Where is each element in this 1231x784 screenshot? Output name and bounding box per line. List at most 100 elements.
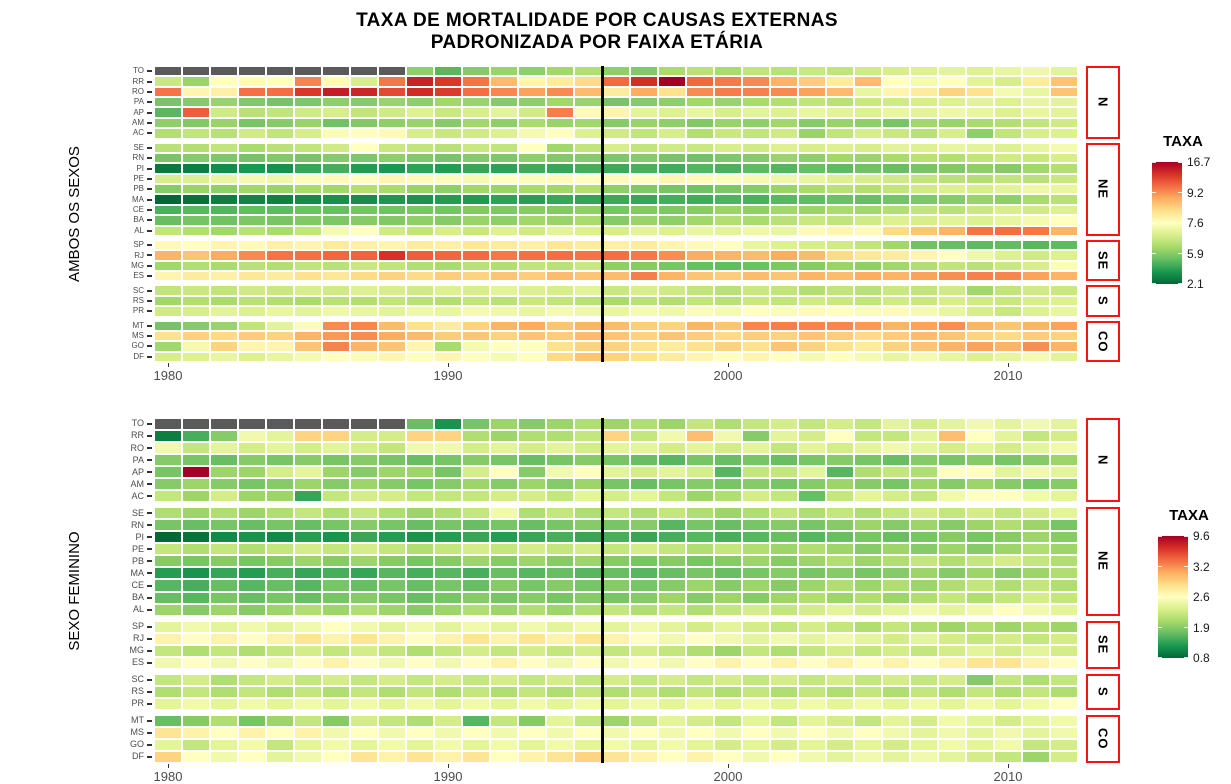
heatmap-cell bbox=[854, 418, 882, 431]
heatmap-cell bbox=[434, 163, 462, 174]
y-axis-label-MT: MT bbox=[131, 715, 144, 726]
heatmap-cell bbox=[182, 107, 210, 118]
heatmap-cell bbox=[770, 656, 798, 669]
heatmap-cell bbox=[434, 128, 462, 139]
heatmap-cell bbox=[350, 442, 378, 455]
heatmap-cell bbox=[546, 260, 574, 272]
heatmap-cell bbox=[490, 591, 518, 604]
y-axis-label-PA: PA bbox=[132, 454, 144, 465]
heatmap-cell bbox=[910, 295, 938, 307]
heatmap-cell bbox=[826, 430, 854, 443]
heatmap-cell bbox=[1050, 466, 1078, 479]
y-axis-label-BA: BA bbox=[131, 591, 144, 602]
heatmap-cell bbox=[658, 66, 686, 77]
heatmap-cell bbox=[770, 454, 798, 467]
heatmap-cell bbox=[714, 726, 742, 739]
heatmap-cell bbox=[742, 673, 770, 686]
heatmap-cell bbox=[462, 644, 490, 657]
heatmap-cell bbox=[910, 250, 938, 261]
heatmap-cell bbox=[994, 644, 1022, 657]
heatmap-cell bbox=[546, 555, 574, 568]
heatmap-cell bbox=[910, 507, 938, 520]
heatmap-cell bbox=[910, 603, 938, 616]
heatmap-cell bbox=[378, 531, 406, 544]
heatmap-cell bbox=[938, 271, 966, 282]
heatmap-cell bbox=[462, 478, 490, 491]
heatmap-cell bbox=[630, 620, 658, 633]
heatmap-cell bbox=[406, 250, 434, 261]
heatmap-cell bbox=[966, 107, 994, 118]
heatmap-cell bbox=[826, 644, 854, 657]
heatmap-cell bbox=[854, 478, 882, 491]
heatmap-cell bbox=[238, 567, 266, 580]
heatmap-cell bbox=[714, 285, 742, 296]
heatmap-cell bbox=[966, 285, 994, 296]
heatmap-cell bbox=[210, 697, 238, 710]
heatmap-cell bbox=[154, 271, 182, 282]
heatmap-cell bbox=[182, 295, 210, 307]
heatmap-cell bbox=[322, 632, 350, 645]
heatmap-cell bbox=[406, 152, 434, 164]
heatmap-cell bbox=[854, 250, 882, 261]
heatmap-cell bbox=[658, 351, 686, 362]
heatmap-cell bbox=[322, 430, 350, 443]
heatmap-cell bbox=[238, 260, 266, 272]
heatmap-cell bbox=[154, 442, 182, 455]
heatmap-cell bbox=[770, 97, 798, 108]
heatmap-cell bbox=[1022, 430, 1050, 443]
facet-strip-SE: SE bbox=[1086, 620, 1120, 669]
heatmap-cell bbox=[294, 351, 322, 362]
heatmap-cell bbox=[966, 656, 994, 669]
heatmap-cell bbox=[770, 567, 798, 580]
heatmap-cell bbox=[546, 184, 574, 195]
heatmap-cell bbox=[490, 194, 518, 205]
legend-tick-label: 2.1 bbox=[1187, 277, 1204, 291]
heatmap-cell bbox=[406, 555, 434, 568]
heatmap-cell bbox=[266, 239, 294, 251]
heatmap-cell bbox=[658, 295, 686, 307]
heatmap-cell bbox=[1022, 194, 1050, 205]
heatmap-cell bbox=[462, 543, 490, 556]
legend-tick-label: 5.9 bbox=[1187, 246, 1204, 261]
heatmap-cell bbox=[1050, 531, 1078, 544]
heatmap-cell bbox=[210, 507, 238, 520]
heatmap-cell bbox=[602, 418, 630, 431]
heatmap-cell bbox=[546, 656, 574, 669]
heatmap-cell bbox=[322, 519, 350, 532]
heatmap-cell bbox=[238, 454, 266, 467]
heatmap-cell bbox=[630, 531, 658, 544]
heatmap-cell bbox=[882, 442, 910, 455]
heatmap-cell bbox=[630, 738, 658, 751]
heatmap-cell bbox=[882, 194, 910, 205]
heatmap-cell bbox=[686, 454, 714, 467]
heatmap-cell bbox=[1050, 204, 1078, 216]
heatmap-cell bbox=[490, 260, 518, 272]
heatmap-cell bbox=[994, 173, 1022, 185]
heatmap-cell bbox=[518, 128, 546, 139]
heatmap-cell bbox=[910, 697, 938, 710]
heatmap-cell bbox=[770, 306, 798, 317]
heatmap-cell bbox=[378, 295, 406, 307]
heatmap-cell bbox=[826, 341, 854, 352]
heatmap-cell bbox=[686, 673, 714, 686]
heatmap-cell bbox=[798, 750, 826, 763]
heatmap-cell bbox=[1022, 107, 1050, 118]
heatmap-cell bbox=[546, 454, 574, 467]
heatmap-cell bbox=[546, 215, 574, 226]
heatmap-cell bbox=[322, 567, 350, 580]
heatmap-cell bbox=[658, 117, 686, 129]
heatmap-cell bbox=[938, 117, 966, 129]
heatmap-cell bbox=[294, 142, 322, 153]
heatmap-cell bbox=[210, 271, 238, 282]
heatmap-cell bbox=[910, 76, 938, 87]
heatmap-cell bbox=[462, 142, 490, 153]
heatmap-cell bbox=[462, 507, 490, 520]
heatmap-cell bbox=[826, 250, 854, 261]
heatmap-cell bbox=[994, 591, 1022, 604]
heatmap-cell bbox=[602, 260, 630, 272]
heatmap-cell bbox=[798, 673, 826, 686]
heatmap-cell bbox=[238, 620, 266, 633]
heatmap-cell bbox=[434, 76, 462, 87]
heatmap-cell bbox=[966, 239, 994, 251]
heatmap-cell bbox=[770, 128, 798, 139]
